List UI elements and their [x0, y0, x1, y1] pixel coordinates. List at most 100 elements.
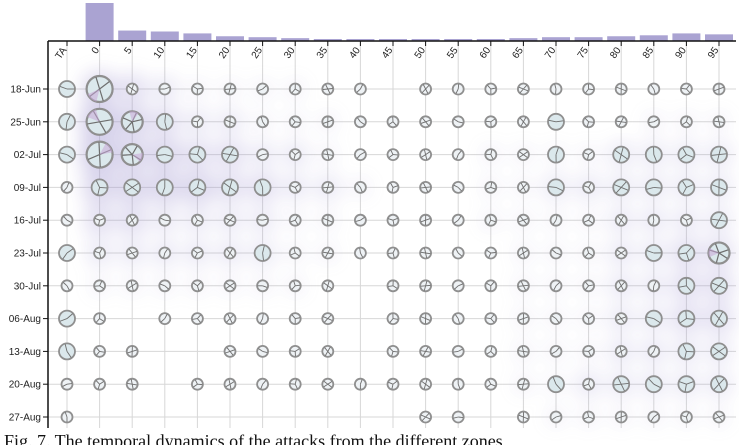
glyph-spoke [712, 346, 720, 352]
glyph-spoke [229, 384, 232, 390]
glyph-spoke [327, 182, 330, 188]
glyph-spoke [555, 120, 564, 123]
column-bar [411, 39, 440, 41]
glyph-spoke [455, 88, 459, 94]
cell-glyph [256, 344, 270, 358]
glyph-spoke [392, 248, 396, 254]
cell-glyph [644, 309, 663, 328]
glyph-sector [129, 111, 139, 122]
cell-glyph [677, 375, 696, 394]
glyph-spoke [453, 350, 459, 353]
glyph-spoke [555, 318, 560, 323]
cell-glyph [288, 82, 302, 96]
glyph-spoke [392, 217, 398, 221]
cell-glyph [680, 410, 693, 424]
glyph-spoke [327, 88, 331, 94]
cell-glyph [125, 344, 139, 358]
glyph-spoke [197, 219, 203, 223]
glyph-spoke [588, 215, 592, 221]
glyph-spoke [490, 346, 493, 352]
glyph-spoke [686, 381, 694, 385]
y-tick-label: 18-Jun [10, 85, 41, 96]
glyph-spoke [164, 154, 173, 157]
glyph-spoke [486, 186, 491, 190]
cell-glyph [419, 312, 433, 326]
glyph-spoke [130, 280, 133, 286]
glyph-spoke [197, 154, 203, 161]
glyph-spoke [653, 318, 661, 324]
cell-glyph [353, 180, 367, 194]
glyph-spoke [66, 182, 70, 188]
cell-glyph [123, 178, 142, 197]
glyph-spoke [521, 384, 524, 390]
glyph-spoke [456, 154, 459, 160]
glyph-spoke [360, 217, 365, 221]
glyph-spoke [487, 85, 492, 90]
glyph-spoke [294, 215, 298, 221]
glyph-spoke [652, 220, 655, 226]
glyph-spoke [588, 284, 594, 287]
glyph-spoke [712, 351, 720, 356]
glyph-spoke [620, 252, 626, 257]
glyph-spoke [294, 384, 298, 389]
cell-glyph [386, 213, 400, 227]
glyph-spoke [259, 318, 264, 324]
glyph-spoke [326, 285, 329, 291]
glyph-spoke [718, 318, 725, 325]
glyph-spoke [652, 285, 655, 291]
cell-glyph [451, 213, 465, 227]
glyph-spoke [523, 219, 527, 225]
glyph-spoke [715, 318, 720, 326]
glyph-spoke [521, 248, 524, 254]
glyph-spoke [616, 252, 622, 257]
cell-glyph [712, 82, 726, 96]
glyph-spoke [555, 347, 560, 352]
glyph-spoke [714, 120, 720, 123]
glyph-spoke [490, 87, 496, 90]
cell-glyph [353, 115, 367, 129]
cell-glyph [93, 377, 106, 391]
column-bar [346, 39, 375, 41]
glyph-spoke [323, 282, 329, 287]
cell-glyph [60, 213, 74, 227]
glyph-spoke [99, 318, 104, 322]
glyph-spoke [294, 379, 297, 385]
glyph-spoke [355, 219, 361, 222]
cell-glyph [614, 312, 628, 326]
glyph-spoke [585, 281, 589, 287]
glyph-spoke [99, 285, 104, 289]
glyph-spoke [425, 151, 430, 155]
cell-glyph [710, 145, 728, 164]
glyph-spoke [160, 283, 165, 287]
glyph-spoke [324, 318, 329, 323]
glyph-spoke [95, 318, 100, 323]
glyph-spoke [588, 219, 593, 224]
glyph-spoke [588, 182, 592, 188]
y-tick-label: 13-Aug [9, 347, 41, 358]
cell-glyph [612, 178, 631, 197]
cell-glyph [710, 375, 728, 394]
cell-glyph [256, 377, 270, 391]
glyph-spoke [457, 187, 462, 192]
cell-glyph [677, 276, 696, 295]
cell-glyph [288, 246, 302, 260]
cell-glyph [288, 213, 302, 227]
glyph-spoke [95, 380, 100, 385]
cell-glyph [386, 344, 400, 358]
cell-glyph [451, 246, 465, 260]
glyph-spoke [420, 219, 426, 223]
glyph-spoke [94, 218, 100, 221]
cell-glyph [321, 377, 335, 391]
cell-glyph [419, 213, 433, 227]
glyph-spoke [189, 153, 198, 156]
glyph-spoke [519, 151, 524, 155]
glyph-spoke [425, 413, 430, 418]
glyph-spoke [359, 187, 363, 193]
glyph-spoke [163, 252, 166, 258]
glyph-spoke [711, 282, 720, 287]
cell-glyph [582, 246, 595, 260]
cell-glyph [223, 279, 237, 293]
cell-glyph [680, 115, 693, 129]
glyph-spoke [164, 248, 168, 254]
glyph-spoke [262, 245, 265, 254]
